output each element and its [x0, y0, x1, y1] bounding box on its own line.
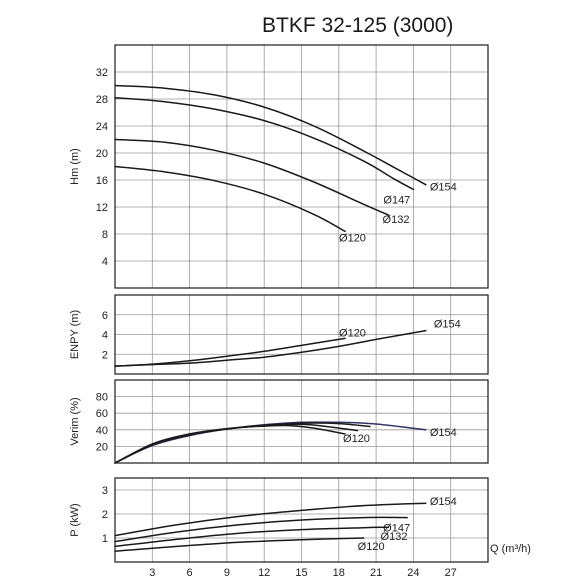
- x-tick-label: 18: [333, 567, 345, 579]
- power-curve-d120: [114, 537, 365, 552]
- efficiency-ytick-label: 20: [96, 441, 108, 453]
- power-curve-d147: [114, 516, 408, 543]
- head-ytick-label: 16: [96, 175, 108, 187]
- power-ytick-label: 1: [102, 533, 108, 545]
- head-ytick-label: 8: [102, 229, 108, 241]
- x-tick-label: 9: [224, 567, 230, 579]
- head-ytick-label: 20: [96, 148, 108, 160]
- x-tick-label: 21: [370, 567, 382, 579]
- x-tick-label: 27: [445, 567, 457, 579]
- head-ytick-label: 32: [96, 67, 108, 79]
- npsh-series-label: Ø154: [434, 319, 461, 331]
- power-ytick-label: 3: [102, 485, 108, 497]
- head-curve-d154: [114, 84, 427, 186]
- head-curve-d120: [114, 165, 346, 233]
- head-ytick-label: 24: [96, 121, 108, 133]
- npsh-series-label: Ø120: [339, 327, 366, 339]
- npsh-curve-d154: [114, 329, 427, 367]
- efficiency-panel: 20 40 60 80 Verim (%) Ø154 Ø120: [69, 379, 489, 464]
- x-tick-label: 3: [149, 567, 155, 579]
- npsh-curve-d120: [114, 337, 346, 367]
- npsh-panel: 2 4 6 ENPY (m) Ø154 Ø120: [69, 294, 489, 375]
- power-series-label: Ø120: [358, 541, 385, 553]
- head-ytick-label: 4: [102, 256, 108, 268]
- head-ylabel: Hm (m): [69, 148, 81, 185]
- x-tick-label: 24: [407, 567, 419, 579]
- head-series-label: Ø154: [430, 182, 457, 194]
- efficiency-ylabel: Verim (%): [69, 397, 81, 445]
- head-series-label: Ø132: [383, 214, 410, 226]
- head-ytick-label: 12: [96, 202, 108, 214]
- head-ytick-label: 28: [96, 94, 108, 106]
- efficiency-series-label: Ø154: [430, 427, 457, 439]
- efficiency-curve-d154: [114, 421, 427, 464]
- power-series-label: Ø154: [430, 496, 457, 508]
- power-series-label: Ø147: [383, 523, 410, 535]
- npsh-ylabel: ENPY (m): [69, 310, 81, 359]
- efficiency-ytick-label: 80: [96, 392, 108, 404]
- power-curve-d132: [114, 526, 390, 548]
- power-ytick-label: 2: [102, 509, 108, 521]
- x-tick-label: 6: [187, 567, 193, 579]
- efficiency-ytick-label: 40: [96, 425, 108, 437]
- head-panel: 4 8 12 16 20 24 28 32 Hm (m) Ø154 Ø147 Ø132 Ø120: [69, 44, 489, 289]
- npsh-ytick-label: 4: [102, 330, 108, 342]
- npsh-frame: [114, 294, 489, 375]
- efficiency-frame: [114, 379, 489, 464]
- chart-title: BTKF 32-125 (3000): [262, 14, 454, 37]
- efficiency-curve-d120: [114, 424, 346, 464]
- efficiency-ytick-label: 60: [96, 408, 108, 420]
- efficiency-series-label: Ø120: [343, 433, 370, 445]
- x-tick-label: 12: [258, 567, 270, 579]
- npsh-ytick-label: 2: [102, 349, 108, 361]
- head-curve-d147: [114, 96, 415, 191]
- npsh-ytick-label: 6: [102, 310, 108, 322]
- x-axis-label: Q (m³/h): [490, 543, 531, 555]
- head-series-label: Ø120: [339, 232, 366, 244]
- power-series-label: Ø132: [381, 531, 408, 543]
- power-curve-d154: [114, 502, 427, 537]
- power-frame: [114, 477, 489, 563]
- head-curve-d132: [114, 138, 390, 216]
- x-tick-label: 15: [295, 567, 307, 579]
- power-ylabel: P (kW): [69, 503, 81, 536]
- head-series-label: Ø147: [383, 194, 410, 206]
